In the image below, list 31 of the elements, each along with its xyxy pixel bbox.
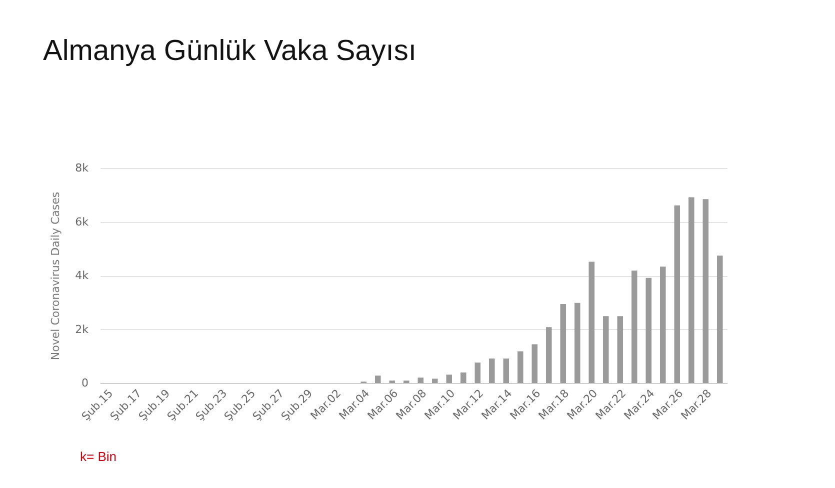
bar — [446, 374, 452, 383]
bar — [474, 362, 481, 383]
bar — [560, 304, 566, 383]
bar — [631, 270, 638, 383]
bar — [374, 376, 381, 383]
bar — [688, 197, 694, 383]
bar — [617, 316, 624, 383]
bar — [503, 358, 510, 383]
y-tick-label: 4k — [75, 269, 90, 282]
bar — [460, 372, 466, 383]
bar — [588, 262, 595, 383]
bar — [488, 358, 495, 383]
bar — [702, 199, 709, 383]
bar — [517, 351, 524, 383]
chart-title: Almanya Günlük Vaka Sayısı — [43, 35, 416, 67]
y-tick-label: 0 — [82, 376, 88, 390]
bar — [532, 344, 538, 383]
bar — [574, 302, 580, 383]
y-tick-label: 6k — [75, 215, 90, 228]
bar — [546, 327, 552, 383]
bar — [674, 205, 680, 383]
bar — [716, 256, 723, 383]
bar — [660, 266, 666, 383]
bar — [418, 378, 424, 383]
y-axis-title: Novel Coronavirus Daily Cases — [49, 192, 62, 360]
bar — [646, 278, 652, 383]
y-tick-label: 2k — [75, 322, 90, 336]
y-tick-label: 8k — [75, 162, 90, 174]
bar — [432, 378, 438, 383]
text: k= Bin — [80, 449, 116, 464]
bar — [602, 316, 609, 383]
